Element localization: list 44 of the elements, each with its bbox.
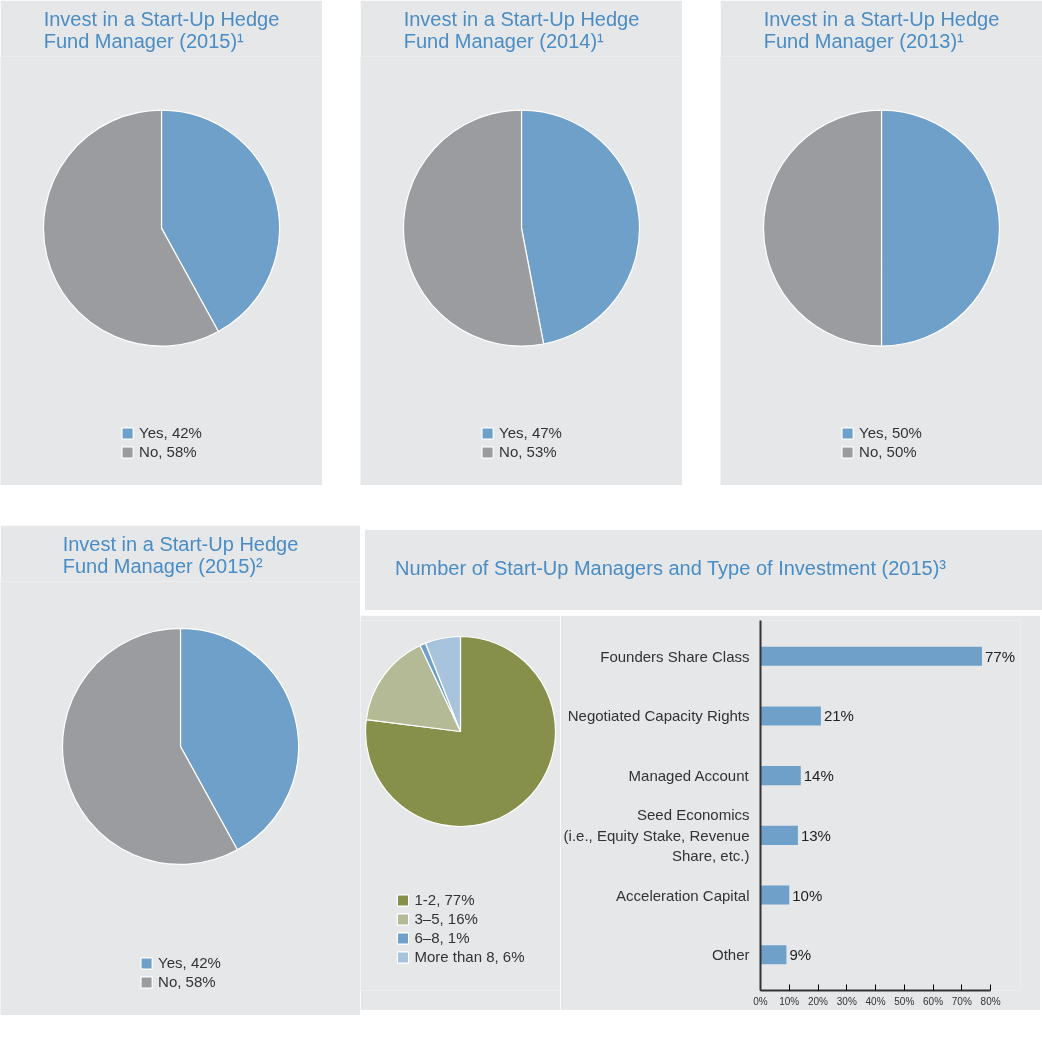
data-label: 13% bbox=[800, 826, 831, 844]
legend-label: More than 8, 6% bbox=[414, 948, 525, 965]
chart-title: Invest in a Start-Up Hedge Fund Manager (2015)¹ bbox=[43, 7, 280, 52]
chart-title: Invest in a Start-Up Hedge Fund Manager (2014)¹ bbox=[403, 7, 640, 52]
data-label: 14% bbox=[803, 767, 834, 785]
legend-label: No, 58% bbox=[139, 443, 197, 460]
x-tick-label: 70% bbox=[951, 995, 972, 1007]
x-tick-label: 50% bbox=[894, 995, 915, 1007]
x-tick-label: 0% bbox=[753, 995, 768, 1007]
bar bbox=[760, 766, 801, 786]
legend-label: 1-2, 77% bbox=[414, 891, 475, 908]
y-tick-label: Other bbox=[711, 946, 750, 964]
y-tick-label: Founders Share Class bbox=[600, 647, 750, 665]
chart-title: Invest in a Start-Up Hedge Fund Manager (2013)¹ bbox=[763, 7, 1000, 52]
x-tick-label: 40% bbox=[865, 995, 886, 1007]
chart-title: Number of Start-Up Managers and Type of Investment (2015)³ bbox=[395, 556, 947, 581]
x-tick-label: 60% bbox=[923, 995, 944, 1007]
legend-label: No, 53% bbox=[499, 443, 557, 460]
x-tick-label: 80% bbox=[980, 995, 1001, 1007]
bar bbox=[760, 945, 787, 965]
y-tick-label: Managed Account bbox=[628, 767, 750, 785]
legend-label: No, 58% bbox=[158, 973, 216, 990]
bar bbox=[760, 825, 798, 845]
legend-label: Yes, 47% bbox=[499, 424, 562, 441]
legend-label: Yes, 50% bbox=[859, 424, 922, 441]
data-label: 10% bbox=[792, 886, 823, 904]
legend-label: No, 50% bbox=[859, 443, 917, 460]
data-label: 9% bbox=[789, 946, 812, 964]
y-tick-label: Seed Economics (i.e., Equity Stake, Revenue Share, etc.) bbox=[563, 806, 750, 865]
bar bbox=[760, 646, 982, 666]
x-tick-label: 30% bbox=[836, 995, 857, 1007]
y-tick-label: Negotiated Capacity Rights bbox=[567, 707, 750, 725]
legend-label: 3–5, 16% bbox=[414, 910, 478, 927]
x-tick-label: 20% bbox=[808, 995, 829, 1007]
legend-label: 6–8, 1% bbox=[414, 929, 470, 946]
bar bbox=[760, 706, 821, 726]
data-label: 21% bbox=[823, 707, 854, 725]
data-label: 77% bbox=[984, 647, 1015, 665]
legend-label: Yes, 42% bbox=[139, 424, 202, 441]
x-tick-label: 10% bbox=[779, 995, 800, 1007]
chart-title: Invest in a Start-Up Hedge Fund Manager (2015)² bbox=[62, 532, 299, 577]
legend-label: Yes, 42% bbox=[158, 954, 221, 971]
bar bbox=[760, 885, 790, 905]
y-tick-label: Acceleration Capital bbox=[616, 886, 750, 904]
